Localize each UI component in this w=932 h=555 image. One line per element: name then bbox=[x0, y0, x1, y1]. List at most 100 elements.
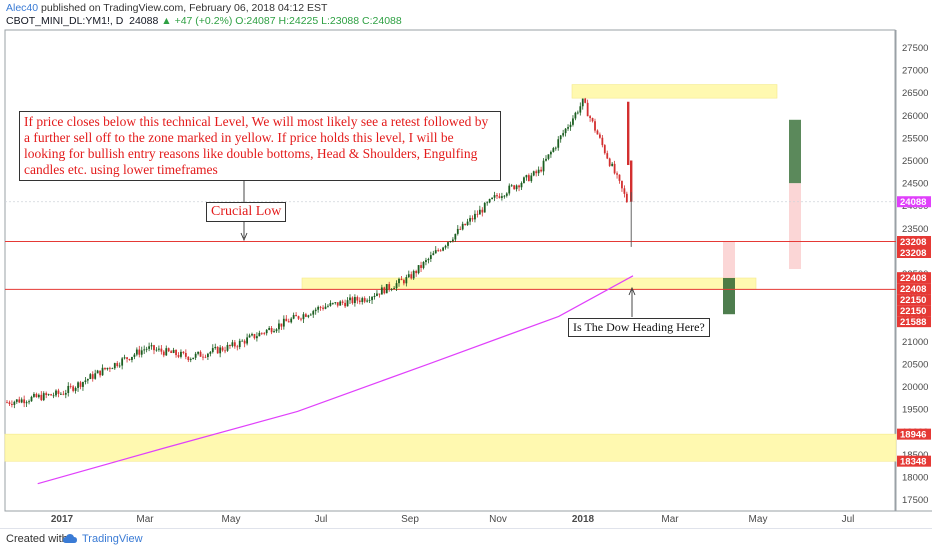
candle-body bbox=[69, 385, 72, 387]
candle-body bbox=[243, 340, 246, 344]
candle-body bbox=[329, 303, 332, 306]
candle-body bbox=[380, 287, 383, 295]
candle-body bbox=[581, 98, 584, 107]
candle-body bbox=[532, 171, 535, 176]
candle-body bbox=[57, 390, 60, 394]
plot-frame bbox=[4, 29, 896, 512]
candle-body bbox=[60, 393, 62, 395]
candle-body bbox=[625, 193, 628, 203]
candle-body bbox=[84, 380, 87, 382]
price-badge-text: 21588 bbox=[900, 317, 926, 328]
candle-body bbox=[383, 287, 386, 294]
candle-body bbox=[611, 163, 614, 166]
candle-body bbox=[104, 367, 106, 370]
price-badge bbox=[897, 428, 931, 440]
y-tick-label: 23500 bbox=[902, 224, 928, 235]
candle-body bbox=[412, 271, 415, 279]
candle-body bbox=[126, 357, 128, 359]
last-price: 24088 bbox=[129, 15, 159, 27]
candle-body bbox=[501, 196, 503, 198]
candle-body bbox=[415, 271, 418, 274]
candle-body bbox=[584, 98, 587, 103]
y-tick-label: 25000 bbox=[902, 156, 928, 167]
price-badge bbox=[897, 316, 931, 328]
symbol-label[interactable]: CBOT_MINI_DL:YM1!, D bbox=[6, 15, 124, 27]
y-tick-label: 18000 bbox=[902, 472, 928, 483]
x-tick-label: May bbox=[222, 514, 241, 525]
candle-body bbox=[224, 350, 226, 352]
candle-body bbox=[537, 169, 540, 174]
candle-body bbox=[290, 318, 293, 323]
ohlc-low: L:23088 bbox=[321, 15, 360, 27]
candle-body bbox=[184, 352, 187, 357]
y-tick-label: 26500 bbox=[902, 88, 928, 99]
x-tick-label: Jul bbox=[842, 514, 855, 525]
candle-selloff-body bbox=[627, 101, 630, 166]
candle-body bbox=[496, 195, 498, 197]
crucial-low-label[interactable]: Crucial Low bbox=[206, 202, 287, 222]
x-tick-label: 2018 bbox=[572, 514, 595, 525]
y-tick-label: 21000 bbox=[902, 337, 928, 348]
candle-body bbox=[390, 289, 393, 290]
candle-body bbox=[6, 402, 8, 404]
candle-body bbox=[530, 175, 533, 182]
candle-body bbox=[309, 314, 312, 316]
price-badge bbox=[897, 196, 931, 208]
candle-body bbox=[50, 394, 52, 396]
candle-body bbox=[131, 356, 133, 360]
candle-body bbox=[523, 177, 525, 183]
candle-body bbox=[564, 128, 567, 134]
ohlc-open: O:24087 bbox=[235, 15, 276, 27]
price-badge-text: 22408 bbox=[900, 284, 926, 295]
candle-body bbox=[270, 328, 273, 333]
candle-body bbox=[459, 228, 462, 230]
candle-body bbox=[86, 379, 89, 381]
candle-body bbox=[96, 370, 99, 374]
candle-body bbox=[236, 346, 239, 348]
candle-body bbox=[170, 351, 173, 353]
candle-body bbox=[20, 399, 23, 403]
candle-body bbox=[336, 302, 339, 306]
analysis-note[interactable]: If price closes below this technical Lev… bbox=[19, 111, 501, 181]
candle-body bbox=[287, 321, 290, 323]
candle-body bbox=[172, 349, 175, 353]
candle-body bbox=[324, 306, 327, 309]
candle-body bbox=[550, 151, 552, 155]
candle-body bbox=[109, 367, 111, 369]
candle-body bbox=[233, 342, 236, 347]
candle-body bbox=[226, 344, 229, 351]
candle-body bbox=[488, 199, 491, 203]
candle-body bbox=[47, 394, 50, 396]
price-badge bbox=[897, 235, 931, 247]
candle-body bbox=[177, 355, 180, 357]
author-link[interactable]: Alec40 bbox=[6, 2, 39, 14]
candle-body bbox=[207, 353, 209, 357]
candle-body bbox=[116, 363, 119, 367]
candle-body bbox=[101, 367, 104, 376]
candle-body bbox=[82, 381, 84, 387]
candle-body bbox=[513, 185, 516, 190]
candle-body bbox=[552, 148, 555, 152]
candle-body bbox=[427, 258, 430, 261]
candle-body bbox=[11, 404, 13, 405]
dow-question-label[interactable]: Is The Dow Heading Here? bbox=[568, 318, 710, 337]
x-tick-label: Mar bbox=[136, 514, 154, 525]
candle-body bbox=[594, 121, 596, 131]
symbol-header: CBOT_MINI_DL:YM1!, D 24088 ▲ +47 (+0.2%)… bbox=[6, 15, 402, 27]
price-badge-text: 18348 bbox=[900, 457, 926, 468]
candle-body bbox=[35, 393, 38, 398]
candle-body bbox=[344, 302, 346, 307]
ohlc-high: H:24225 bbox=[278, 15, 319, 27]
candle-body bbox=[180, 351, 182, 357]
candle-body bbox=[341, 301, 344, 303]
candle-body bbox=[420, 265, 422, 268]
candle-body bbox=[265, 329, 268, 334]
candle-body bbox=[542, 160, 545, 172]
candle-body bbox=[128, 358, 131, 360]
y-tick-label: 20000 bbox=[902, 382, 928, 393]
candle-body bbox=[361, 298, 364, 303]
candle-body bbox=[545, 158, 547, 161]
footer-brand-link[interactable]: TradingView bbox=[82, 533, 143, 545]
candle-body bbox=[285, 318, 288, 322]
